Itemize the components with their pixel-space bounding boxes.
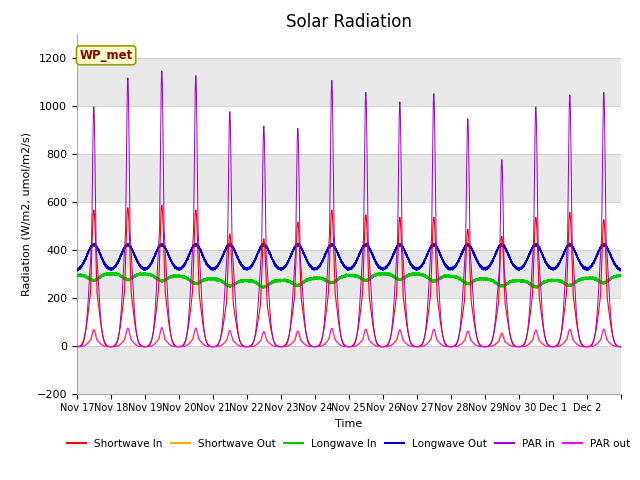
Y-axis label: Radiation (W/m2, umol/m2/s): Radiation (W/m2, umol/m2/s) [21, 132, 31, 296]
Bar [77, 154, 621, 202]
Bar [77, 250, 621, 298]
Bar [77, 58, 621, 106]
Text: WP_met: WP_met [79, 49, 132, 62]
Legend: Shortwave In, Shortwave Out, Longwave In, Longwave Out, PAR in, PAR out: Shortwave In, Shortwave Out, Longwave In… [63, 435, 635, 453]
Bar [77, 346, 621, 394]
Title: Solar Radiation: Solar Radiation [286, 12, 412, 31]
X-axis label: Time: Time [335, 419, 362, 429]
